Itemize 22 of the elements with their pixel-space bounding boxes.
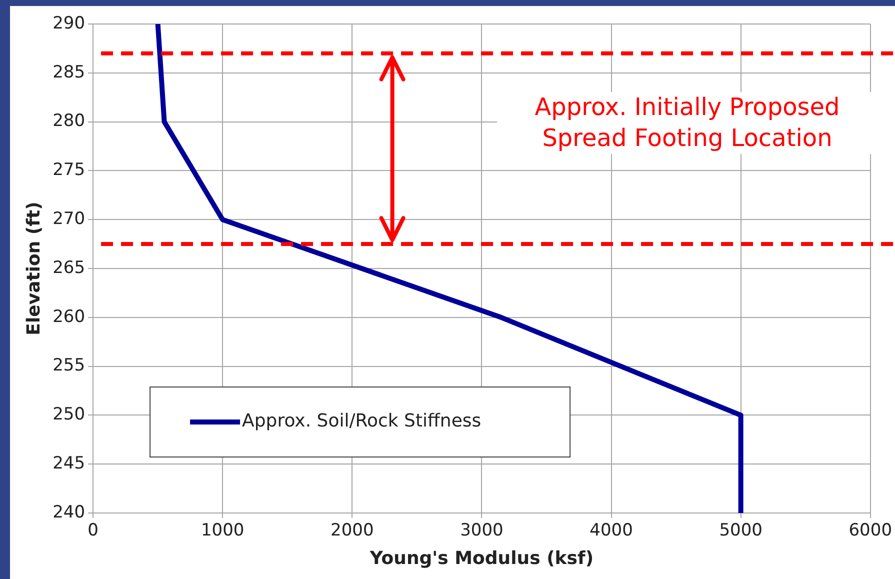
x-tick-label: 0 xyxy=(88,520,98,541)
x-tick-label: 6000 xyxy=(848,520,892,541)
legend-label: Approx. Soil/Rock Stiffness xyxy=(242,410,482,432)
y-tick-label: 265 xyxy=(52,258,86,278)
x-tick-label: 5000 xyxy=(719,520,762,541)
y-tick-label: 255 xyxy=(52,356,86,376)
y-tick-label: 240 xyxy=(52,502,86,522)
y-tick-label: 260 xyxy=(52,306,86,327)
y-tick-label: 245 xyxy=(52,454,86,474)
annotation: Approx. Initially Proposed Spread Footing Location xyxy=(497,92,878,154)
y-axis-title: Elevation (ft) xyxy=(23,202,44,336)
y-tick-label: 290 xyxy=(52,13,86,34)
x-tick-label: 2000 xyxy=(330,520,374,541)
y-tick-label: 270 xyxy=(52,209,86,230)
x-tick-label: 1000 xyxy=(200,520,244,541)
x-axis-title: Young's Modulus (ksf) xyxy=(368,548,594,569)
y-tick-label: 280 xyxy=(52,111,86,132)
y-tick-label: 285 xyxy=(52,62,86,82)
x-tick-label: 3000 xyxy=(460,520,504,541)
y-tick-label: 250 xyxy=(52,404,86,425)
y-tick-label: 275 xyxy=(52,160,86,180)
x-tick-label: 4000 xyxy=(590,520,633,541)
